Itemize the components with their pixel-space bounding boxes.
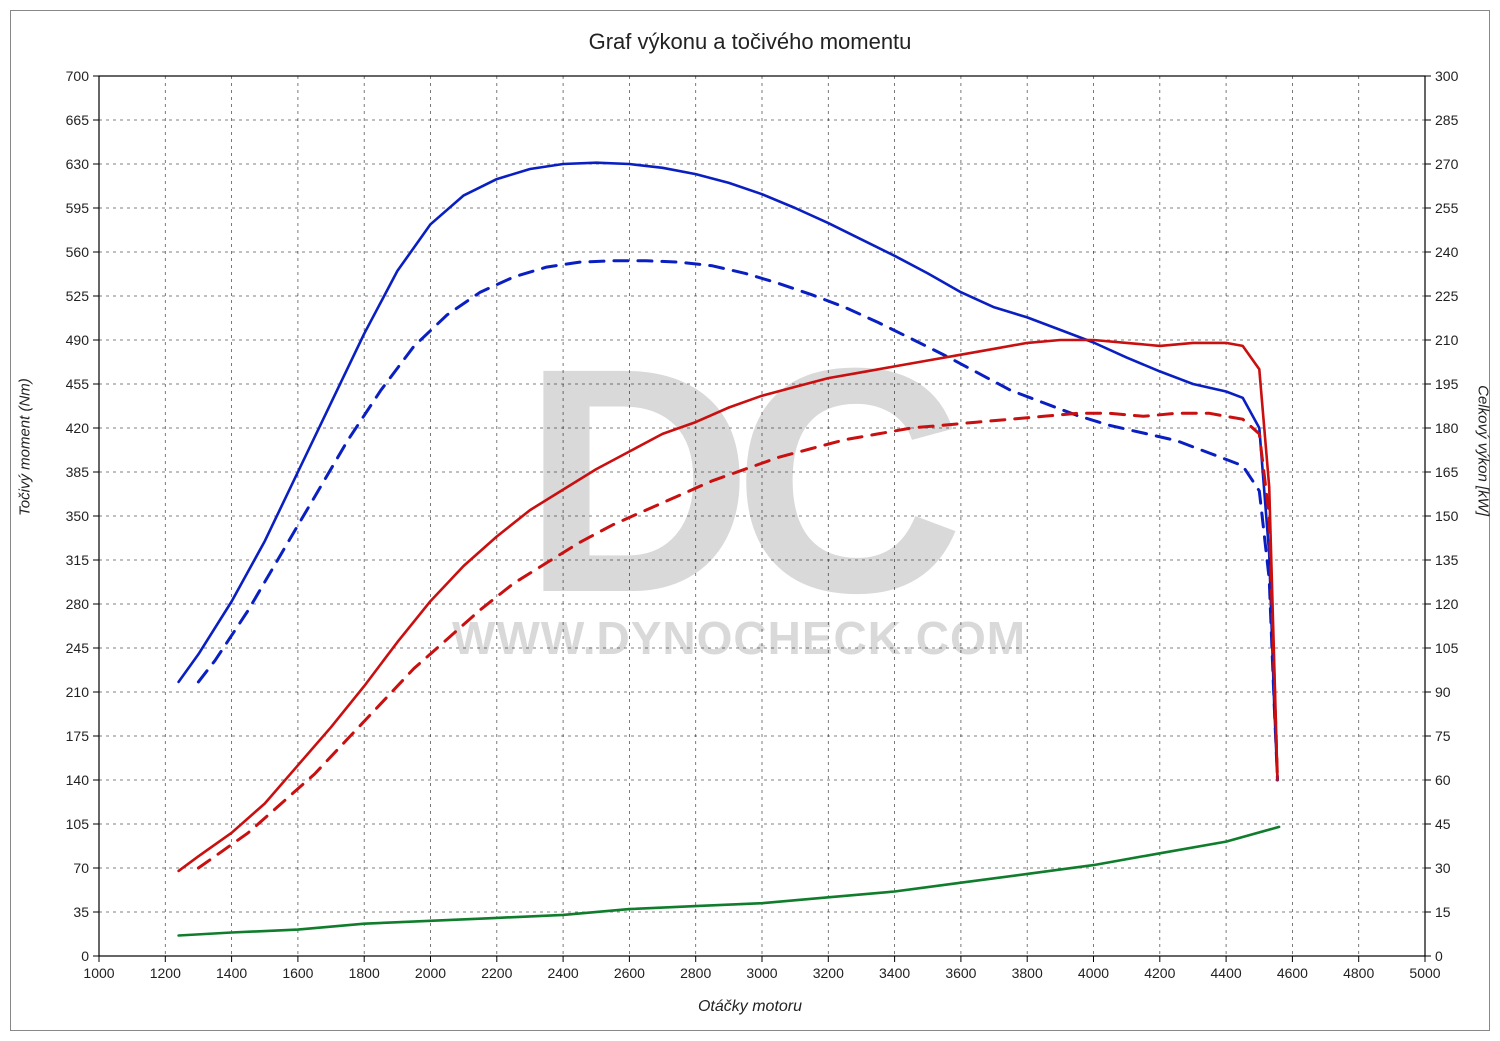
x-tick-label: 3000 <box>746 965 777 981</box>
chart-outer-border: Graf výkonu a točivého momentu DC WWW.DY… <box>10 10 1490 1031</box>
series-torque_solid <box>179 163 1278 780</box>
x-tick-label: 5000 <box>1409 965 1440 981</box>
series-torque_dashed <box>198 261 1277 780</box>
chart-svg: 1000120014001600180020002200240026002800… <box>11 11 1491 1032</box>
y-axis-right-label: Celkový výkon [kW] <box>1475 385 1492 516</box>
y-left-tick-label: 280 <box>66 596 90 612</box>
series-power_dashed <box>198 413 1277 868</box>
x-tick-label: 1000 <box>83 965 114 981</box>
y-right-tick-label: 45 <box>1435 816 1451 832</box>
y-right-tick-label: 120 <box>1435 596 1459 612</box>
y-left-tick-label: 245 <box>66 640 90 656</box>
y-right-tick-label: 270 <box>1435 156 1459 172</box>
x-tick-label: 4600 <box>1277 965 1308 981</box>
y-right-tick-label: 105 <box>1435 640 1459 656</box>
x-tick-label: 4800 <box>1343 965 1374 981</box>
y-left-tick-label: 490 <box>66 332 90 348</box>
y-right-tick-label: 75 <box>1435 728 1451 744</box>
y-right-tick-label: 180 <box>1435 420 1459 436</box>
y-left-tick-label: 315 <box>66 552 90 568</box>
chart-title: Graf výkonu a točivého momentu <box>11 29 1489 55</box>
x-tick-label: 1400 <box>216 965 247 981</box>
y-left-tick-label: 35 <box>73 904 89 920</box>
y-right-tick-label: 255 <box>1435 200 1459 216</box>
y-left-tick-label: 175 <box>66 728 90 744</box>
y-right-tick-label: 195 <box>1435 376 1459 392</box>
x-tick-label: 1800 <box>349 965 380 981</box>
x-tick-label: 3200 <box>813 965 844 981</box>
y-left-tick-label: 140 <box>66 772 90 788</box>
y-left-tick-label: 455 <box>66 376 90 392</box>
series-power_solid <box>179 340 1278 871</box>
y-left-tick-label: 560 <box>66 244 90 260</box>
x-tick-label: 1200 <box>150 965 181 981</box>
y-left-tick-label: 700 <box>66 68 90 84</box>
y-left-tick-label: 385 <box>66 464 90 480</box>
y-right-tick-label: 0 <box>1435 948 1443 964</box>
x-tick-label: 2800 <box>680 965 711 981</box>
x-tick-label: 3600 <box>945 965 976 981</box>
y-right-tick-label: 210 <box>1435 332 1459 348</box>
y-right-tick-label: 90 <box>1435 684 1451 700</box>
y-left-tick-label: 0 <box>81 948 89 964</box>
x-tick-label: 4400 <box>1211 965 1242 981</box>
x-tick-label: 2000 <box>415 965 446 981</box>
y-right-tick-label: 135 <box>1435 552 1459 568</box>
y-right-tick-label: 165 <box>1435 464 1459 480</box>
x-tick-label: 3800 <box>1012 965 1043 981</box>
y-left-tick-label: 525 <box>66 288 90 304</box>
y-axis-left-label: Točivý moment (Nm) <box>17 378 34 516</box>
x-tick-label: 4000 <box>1078 965 1109 981</box>
y-left-tick-label: 210 <box>66 684 90 700</box>
x-tick-label: 2200 <box>481 965 512 981</box>
y-right-tick-label: 15 <box>1435 904 1451 920</box>
y-left-tick-label: 595 <box>66 200 90 216</box>
series-green_low <box>179 827 1280 936</box>
y-right-tick-label: 285 <box>1435 112 1459 128</box>
y-left-tick-label: 105 <box>66 816 90 832</box>
y-left-tick-label: 350 <box>66 508 90 524</box>
y-right-tick-label: 30 <box>1435 860 1451 876</box>
x-tick-label: 1600 <box>282 965 313 981</box>
x-tick-label: 2600 <box>614 965 645 981</box>
y-left-tick-label: 665 <box>66 112 90 128</box>
y-left-tick-label: 70 <box>73 860 89 876</box>
x-tick-label: 2400 <box>548 965 579 981</box>
y-right-tick-label: 300 <box>1435 68 1459 84</box>
y-right-tick-label: 240 <box>1435 244 1459 260</box>
x-tick-label: 4200 <box>1144 965 1175 981</box>
x-axis-label: Otáčky motoru <box>11 998 1489 1016</box>
x-tick-label: 3400 <box>879 965 910 981</box>
y-right-tick-label: 60 <box>1435 772 1451 788</box>
y-right-tick-label: 225 <box>1435 288 1459 304</box>
chart-container: Graf výkonu a točivého momentu DC WWW.DY… <box>0 0 1500 1041</box>
y-right-tick-label: 150 <box>1435 508 1459 524</box>
y-left-tick-label: 420 <box>66 420 90 436</box>
y-left-tick-label: 630 <box>66 156 90 172</box>
